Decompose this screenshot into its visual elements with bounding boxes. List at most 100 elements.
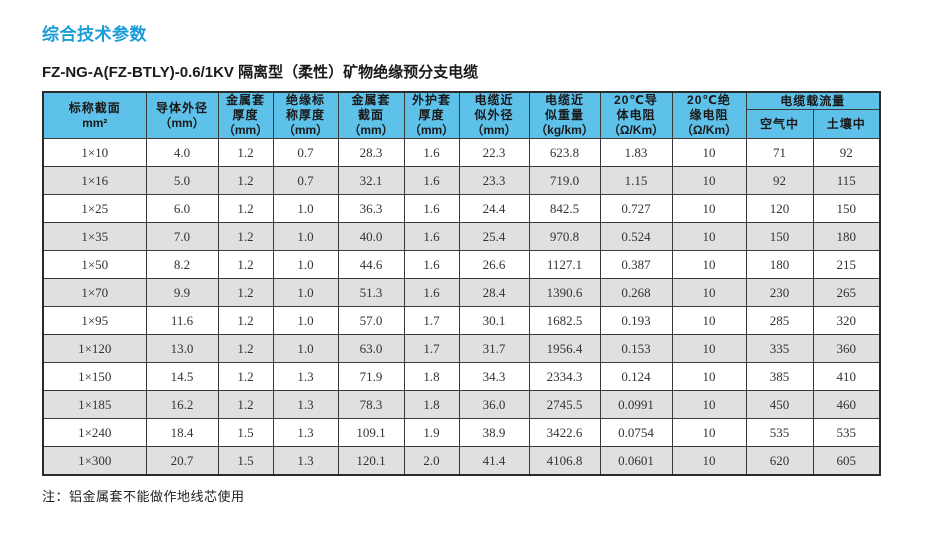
col-header-5: 外护套 厚度 （mm） [403, 91, 460, 139]
header-line: 体电阻 [616, 108, 656, 122]
cell-value: 92 [812, 138, 881, 167]
cell-value: 1.2 [217, 166, 274, 195]
cell-value: 9.9 [145, 278, 219, 307]
table-row: 1×95 11.6 1.2 1.0 57.0 1.7 30.1 1682.5 0.193 10 28… [42, 306, 881, 335]
cell-value: 215 [812, 250, 881, 279]
cell-value: 1.6 [403, 250, 460, 279]
cell-value: 1.2 [217, 334, 274, 363]
cell-value: 1.15 [599, 166, 673, 195]
cell-value: 1.3 [272, 390, 339, 419]
cell-value: 1.2 [217, 222, 274, 251]
cell-value: 0.124 [599, 362, 673, 391]
cell-nominal-section: 1×150 [42, 362, 147, 391]
cell-value: 13.0 [145, 334, 219, 363]
cell-value: 78.3 [337, 390, 405, 419]
header-line: （Ω/Km） [680, 123, 738, 137]
catalog-page: 综合技术参数 FZ-NG-A(FZ-BTLY)-0.6/1KV 隔离型（柔性）矿… [42, 20, 930, 505]
cell-value: 1.6 [403, 194, 460, 223]
cell-value: 36.0 [458, 390, 530, 419]
cell-value: 4106.8 [528, 446, 601, 476]
cell-value: 360 [812, 334, 881, 363]
cell-value: 2745.5 [528, 390, 601, 419]
cell-nominal-section: 1×70 [42, 278, 147, 307]
col-header-3: 绝缘标 称厚度 （mm） [272, 91, 339, 139]
cell-value: 36.3 [337, 194, 405, 223]
cell-value: 2.0 [403, 446, 460, 476]
cell-value: 109.1 [337, 418, 405, 447]
cell-value: 71.9 [337, 362, 405, 391]
cell-value: 1.3 [272, 418, 339, 447]
cell-value: 14.5 [145, 362, 219, 391]
header-line: 缘电阻 [689, 108, 729, 122]
table-header: 标称截面 mm² 导体外径 （mm） 金属套 厚度 （mm） 绝缘标 称厚度 （mm） 金属套 截面（… [42, 91, 881, 139]
cell-value: 1.0 [272, 250, 339, 279]
cell-value: 51.3 [337, 278, 405, 307]
header-line: 外护套 [411, 93, 451, 107]
cell-nominal-section: 1×120 [42, 334, 147, 363]
cell-value: 1127.1 [528, 250, 601, 279]
header-line: 电缆近 [474, 93, 514, 107]
cell-value: 620 [745, 446, 814, 476]
cell-value: 1.5 [217, 446, 274, 476]
cell-value: 535 [745, 418, 814, 447]
table-row: 1×10 4.0 1.2 0.7 28.3 1.6 22.3 623.8 1.83 10 71 92 [42, 138, 881, 167]
cell-nominal-section: 1×95 [42, 306, 147, 335]
cell-value: 0.193 [599, 306, 673, 335]
cell-value: 120 [745, 194, 814, 223]
cell-value: 92 [745, 166, 814, 195]
cell-value: 842.5 [528, 194, 601, 223]
cell-nominal-section: 1×10 [42, 138, 147, 167]
cell-value: 1.3 [272, 446, 339, 476]
cell-value: 0.0754 [599, 418, 673, 447]
cell-value: 1.0 [272, 222, 339, 251]
cell-value: 16.2 [145, 390, 219, 419]
header-line: 金属套 [351, 93, 391, 107]
header-line: （mm） [408, 123, 455, 137]
cell-value: 1.7 [403, 306, 460, 335]
col-header-6: 电缆近 似外径 （mm） [458, 91, 530, 139]
cell-value: 1.2 [217, 250, 274, 279]
cell-value: 180 [812, 222, 881, 251]
table-row: 1×25 6.0 1.2 1.0 36.3 1.6 24.4 842.5 0.727 10 120 1… [42, 194, 881, 223]
cell-value: 10 [671, 194, 747, 223]
cell-value: 320 [812, 306, 881, 335]
cell-value: 57.0 [337, 306, 405, 335]
cell-value: 1390.6 [528, 278, 601, 307]
cell-value: 265 [812, 278, 881, 307]
cell-value: 385 [745, 362, 814, 391]
cell-value: 1.0 [272, 306, 339, 335]
cell-value: 5.0 [145, 166, 219, 195]
cell-value: 10 [671, 334, 747, 363]
cell-value: 44.6 [337, 250, 405, 279]
table-body: 1×10 4.0 1.2 0.7 28.3 1.6 22.3 623.8 1.83 10 71 92 1… [42, 138, 881, 476]
col-header-4: 金属套 截面 （mm） [337, 91, 405, 139]
cell-value: 40.0 [337, 222, 405, 251]
cell-value: 285 [745, 306, 814, 335]
table-row: 1×120 13.0 1.2 1.0 63.0 1.7 31.7 1956.4 0.153 10 3… [42, 334, 881, 363]
cell-value: 1.2 [217, 362, 274, 391]
header-line: 厚度 [418, 108, 445, 122]
cell-value: 1956.4 [528, 334, 601, 363]
header-row-sub: 空气中 土壤中 [43, 109, 881, 139]
col-header-8: 20℃导 体电阻 （Ω/Km） [599, 91, 673, 139]
footnote: 注：铝金属套不能做作地线芯使用 [42, 489, 245, 504]
cell-value: 10 [671, 390, 747, 419]
cell-value: 0.0991 [599, 390, 673, 419]
cell-value: 970.8 [528, 222, 601, 251]
cell-value: 1.5 [217, 418, 274, 447]
cell-value: 719.0 [528, 166, 601, 195]
col-header-ampacity-group: 电缆载流量 [745, 91, 881, 110]
header-line: 标称截面 [68, 100, 121, 115]
header-line: 金属套 [225, 93, 265, 107]
header-line: （Ω/Km） [607, 123, 665, 137]
cell-value: 10 [671, 418, 747, 447]
cell-value: 25.4 [458, 222, 530, 251]
cell-value: 1.6 [403, 222, 460, 251]
cell-value: 63.0 [337, 334, 405, 363]
cell-value: 1.3 [272, 362, 339, 391]
cell-value: 22.3 [458, 138, 530, 167]
cell-nominal-section: 1×185 [42, 390, 147, 419]
cell-nominal-section: 1×16 [42, 166, 147, 195]
cell-value: 1.6 [403, 166, 460, 195]
cell-value: 1.83 [599, 138, 673, 167]
